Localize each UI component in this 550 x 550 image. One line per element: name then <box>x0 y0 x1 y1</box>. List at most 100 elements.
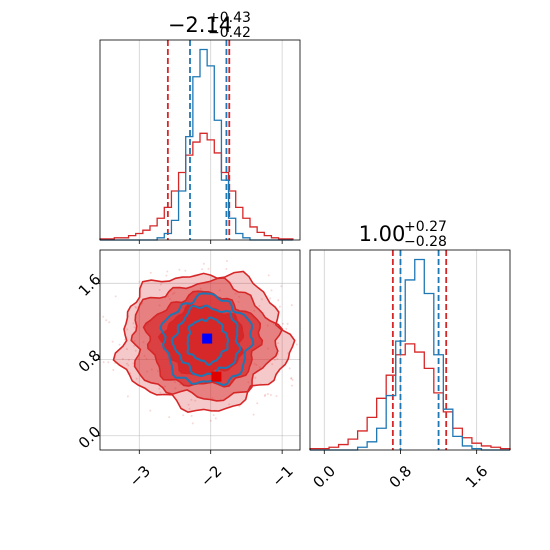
scatter-point <box>114 295 117 298</box>
scatter-point <box>207 267 210 270</box>
scatter-point <box>174 387 177 390</box>
scatter-point <box>121 357 124 360</box>
scatter-point <box>258 366 261 369</box>
scatter-point <box>256 402 259 405</box>
scatter-point <box>146 370 149 373</box>
scatter-point <box>163 385 166 388</box>
scatter-point <box>290 304 293 307</box>
scatter-point <box>238 295 241 298</box>
scatter-point <box>118 343 121 346</box>
scatter-point <box>295 343 298 346</box>
histogram-series-1 <box>100 48 293 241</box>
scatter-point <box>167 295 170 298</box>
scatter-point <box>276 357 279 360</box>
scatter-point <box>102 361 105 364</box>
scatter-point <box>102 315 105 318</box>
x-tick-label: 1.6 <box>462 462 492 492</box>
scatter-point <box>108 321 111 324</box>
title-param-2-sup: +0.27 <box>404 219 447 235</box>
scatter-point <box>158 304 161 307</box>
scatter-point <box>171 292 174 295</box>
scatter-point <box>184 269 187 272</box>
scatter-point <box>159 283 162 286</box>
scatter-point <box>202 262 205 265</box>
scatter-point <box>158 387 161 390</box>
scatter-point <box>182 414 185 417</box>
title-param-1-sup: +0.43 <box>208 10 251 26</box>
scatter-point <box>105 319 108 322</box>
scatter-point <box>286 322 289 325</box>
scatter-point <box>285 327 288 330</box>
scatter-point <box>165 274 168 277</box>
scatter-point <box>263 395 266 397</box>
title-param-2-sub: −0.28 <box>404 234 447 250</box>
scatter-point <box>135 306 138 309</box>
scatter-point <box>137 358 140 361</box>
scatter-point <box>282 322 284 325</box>
scatter-point <box>142 341 145 344</box>
scatter-point <box>267 274 270 277</box>
scatter-point <box>260 298 263 301</box>
scatter-point <box>269 394 272 396</box>
scatter-point <box>290 377 292 380</box>
scatter-point <box>132 362 135 365</box>
scatter-point <box>173 291 176 294</box>
x-tick-label: −3 <box>126 462 154 490</box>
scatter-point <box>291 384 293 387</box>
scatter-point <box>278 305 281 308</box>
contour-panel: −3 −2 −10.00.81.6 <box>75 249 301 490</box>
scatter-point <box>201 268 204 271</box>
histogram-panel-param-2: 0.0 0.8 1.6 <box>309 249 511 492</box>
scatter-point <box>149 271 152 274</box>
scatter-point <box>173 381 176 384</box>
x-tick-label: −2 <box>197 462 225 490</box>
scatter-point <box>133 326 136 329</box>
scatter-point <box>126 362 128 365</box>
scatter-point <box>129 372 132 375</box>
red-contour-level-3 <box>157 303 245 376</box>
scatter-point <box>266 393 269 395</box>
scatter-point <box>158 289 161 291</box>
scatter-point <box>166 270 169 273</box>
scatter-point <box>135 377 138 380</box>
scatter-point <box>237 300 240 303</box>
scatter-point <box>209 419 212 422</box>
scatter-point <box>270 289 273 292</box>
title-param-2: 1.00 <box>359 222 406 246</box>
scatter-point <box>212 414 215 417</box>
scatter-point <box>288 367 291 370</box>
scatter-point <box>252 413 255 416</box>
scatter-point <box>134 349 137 352</box>
scatter-point <box>253 309 256 312</box>
scatter-point <box>187 403 190 406</box>
title-param-2-value: 1.00 <box>359 222 406 246</box>
scatter-point <box>253 362 256 365</box>
scatter-point <box>264 393 267 396</box>
scatter-point <box>214 417 217 420</box>
panel-frame <box>99 249 301 451</box>
scatter-point <box>280 285 283 288</box>
scatter-point <box>226 260 228 262</box>
scatter-point <box>190 414 193 417</box>
scatter-point <box>123 338 126 341</box>
scatter-point <box>277 342 280 345</box>
scatter-point <box>107 361 110 364</box>
scatter-point <box>291 378 294 381</box>
scatter-point <box>150 368 153 371</box>
scatter-point <box>255 364 258 366</box>
scatter-point <box>258 305 261 307</box>
scatter-point <box>126 395 129 398</box>
scatter-point <box>218 289 221 292</box>
scatter-point <box>277 299 280 302</box>
scatter-point <box>133 344 136 347</box>
panel-frame <box>99 39 301 241</box>
blue-contour-level-0 <box>159 292 255 387</box>
scatter-point <box>168 416 171 419</box>
scatter-point <box>127 358 130 361</box>
scatter-point <box>112 369 115 371</box>
x-tick-label: −1 <box>269 462 297 490</box>
title-param-1-sub: −0.42 <box>208 25 251 41</box>
scatter-point <box>273 358 276 361</box>
scatter-point <box>178 268 181 271</box>
